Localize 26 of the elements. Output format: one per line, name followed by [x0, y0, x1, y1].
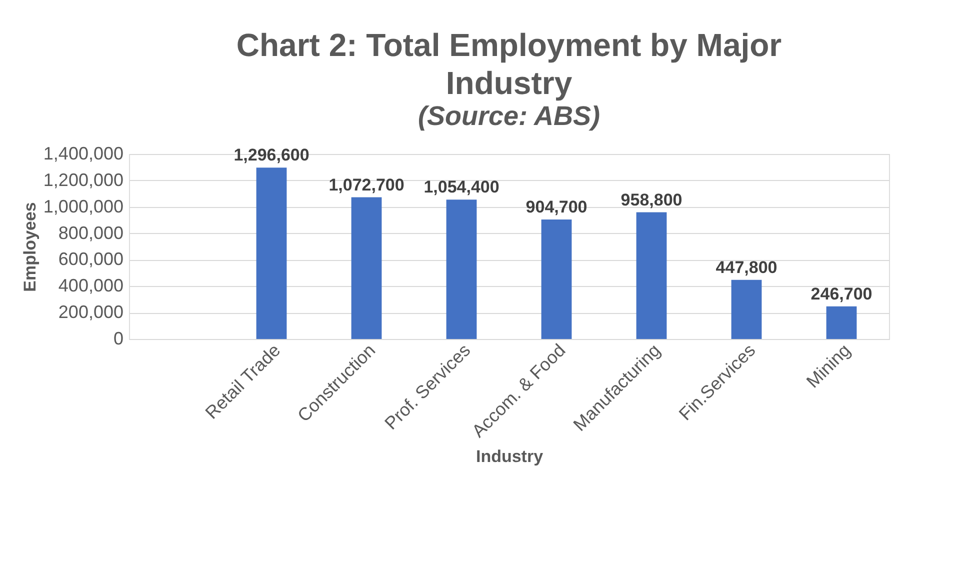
bar [446, 200, 477, 339]
y-tick-label: 0 [113, 328, 124, 348]
bar [636, 212, 667, 339]
bar [256, 168, 287, 339]
data-label: 1,072,700 [328, 175, 404, 194]
data-label: 958,800 [620, 190, 682, 210]
y-tick-label: 400,000 [58, 276, 124, 296]
data-label: 904,700 [526, 197, 588, 216]
chart-title: Chart 2: Total Employment by Major Industry [236, 27, 782, 101]
bar [351, 197, 382, 339]
bar [731, 280, 762, 339]
data-label: 1,054,400 [424, 178, 500, 197]
y-tick-label: 1,200,000 [43, 170, 124, 190]
x-axis-title: Industry [476, 447, 544, 466]
y-tick-label: 200,000 [58, 302, 124, 322]
data-label: 246,700 [810, 284, 872, 304]
bar [826, 306, 857, 339]
y-tick-label: 800,000 [58, 222, 124, 243]
data-label: 447,800 [716, 258, 778, 277]
y-tick-label: 1,400,000 [43, 144, 124, 164]
data-label: 1,296,600 [234, 146, 310, 165]
y-tick-label: 1,000,000 [43, 196, 124, 216]
y-axis-title: Employees [20, 202, 40, 292]
chart-subtitle: (Source: ABS) [418, 101, 600, 131]
bar [541, 219, 572, 339]
y-tick-label: 600,000 [58, 249, 124, 270]
